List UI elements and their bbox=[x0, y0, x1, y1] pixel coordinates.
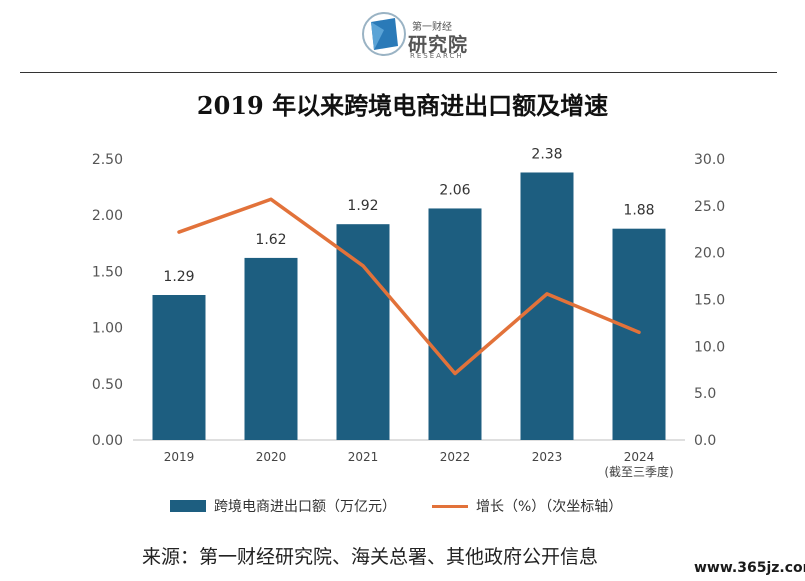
logo-mark-icon bbox=[362, 12, 406, 56]
x-tick-label: 2023 bbox=[532, 450, 563, 464]
bar-data-label: 1.29 bbox=[163, 269, 194, 285]
logo: 第一财经 研究院 RESEARCH bbox=[362, 10, 482, 60]
legend-swatch-bar bbox=[170, 500, 206, 512]
legend-label-bar: 跨境电商进出口额（万亿元） bbox=[214, 499, 396, 515]
bar-data-label: 2.38 bbox=[531, 146, 562, 162]
y-right-tick-label: 0.0 bbox=[694, 433, 716, 449]
growth-point bbox=[361, 264, 365, 268]
legend-label-line: 增长（%）（次坐标轴） bbox=[476, 499, 623, 515]
growth-point bbox=[637, 330, 641, 334]
y-right-tick-label: 20.0 bbox=[694, 246, 725, 262]
logo-subtext: RESEARCH bbox=[410, 52, 464, 60]
header-divider bbox=[20, 72, 777, 73]
bar-data-label: 2.06 bbox=[439, 182, 470, 198]
y-left-tick-label: 2.50 bbox=[92, 152, 123, 168]
bar-data-label: 1.62 bbox=[255, 232, 286, 248]
source-note: 来源：第一财经研究院、海关总署、其他政府公开信息 bbox=[142, 546, 599, 568]
bar bbox=[520, 172, 574, 440]
y-left-tick-label: 0.50 bbox=[92, 377, 123, 393]
growth-point bbox=[269, 197, 273, 201]
y-right-tick-label: 5.0 bbox=[694, 386, 716, 402]
bar bbox=[152, 295, 206, 440]
growth-point bbox=[177, 230, 181, 234]
growth-point bbox=[545, 292, 549, 296]
x-tick-label: 2021 bbox=[348, 450, 379, 464]
bar bbox=[428, 208, 482, 440]
y-left-tick-label: 1.00 bbox=[92, 321, 123, 337]
y-left-tick-label: 2.00 bbox=[92, 208, 123, 224]
watermark: www.365jz.com bbox=[694, 560, 805, 576]
y-right-tick-label: 25.0 bbox=[694, 199, 725, 215]
y-left-tick-label: 1.50 bbox=[92, 264, 123, 280]
chart-legend: 跨境电商进出口额（万亿元） 增长（%）（次坐标轴） bbox=[0, 496, 805, 518]
legend-item-bar: 跨境电商进出口额（万亿元） bbox=[170, 496, 396, 516]
y-right-tick-label: 15.0 bbox=[694, 293, 725, 309]
bar-data-label: 1.88 bbox=[623, 203, 654, 219]
bar-data-label: 1.92 bbox=[347, 198, 378, 214]
x-tick-label: 2022 bbox=[440, 450, 471, 464]
bar bbox=[612, 228, 666, 440]
y-right-tick-label: 10.0 bbox=[694, 339, 725, 355]
logo-text: 研究院 bbox=[408, 34, 469, 56]
legend-item-line: 增长（%）（次坐标轴） bbox=[432, 496, 622, 516]
legend-swatch-line bbox=[432, 504, 468, 508]
growth-line bbox=[177, 197, 641, 376]
x-tick-label: 2024 bbox=[624, 450, 655, 464]
y-right-tick-label: 30.0 bbox=[694, 152, 725, 168]
combo-chart: 0.00 0.50 1.00 1.50 2.00 2.50 0.0 5.0 10.0 15.0 20… bbox=[92, 146, 725, 479]
bar bbox=[336, 224, 390, 440]
x-tick-sublabel: (截至三季度) bbox=[604, 464, 673, 479]
logo-small-text: 第一财经 bbox=[412, 22, 452, 33]
x-tick-label: 2020 bbox=[256, 450, 287, 464]
growth-point bbox=[453, 371, 457, 375]
x-tick-label: 2019 bbox=[164, 450, 195, 464]
bar bbox=[244, 257, 298, 440]
y-left-tick-label: 0.00 bbox=[92, 433, 123, 449]
chart-title: 2019 年以来跨境电商进出口额及增速 bbox=[196, 91, 609, 120]
